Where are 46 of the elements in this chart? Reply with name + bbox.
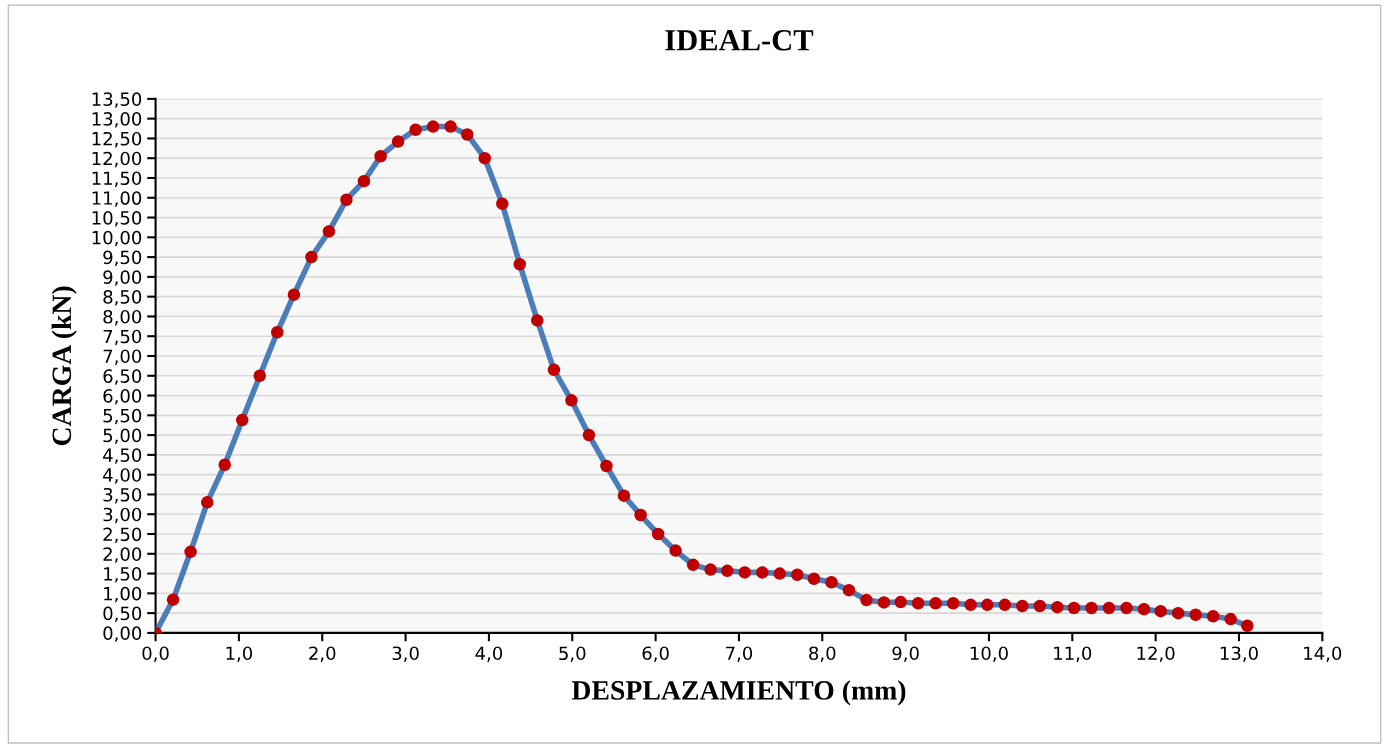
y-tick-label: 1,00: [104, 586, 142, 603]
x-tick-label: 9,0: [892, 646, 919, 662]
x-tick-label: 2,0: [309, 646, 336, 662]
x-tick-label: 8,0: [809, 646, 836, 662]
y-tick-label: 1,50: [104, 567, 142, 583]
y-tick-label: 11,50: [92, 171, 142, 187]
y-tick-label: 10,00: [92, 230, 142, 247]
y-tick-label: 0,50: [103, 606, 142, 623]
x-axis-title: DESPLAZAMIENTO (mm): [571, 680, 906, 706]
x-tick-label: 14,0: [1304, 646, 1342, 662]
y-tick-label: 4,00: [103, 468, 142, 484]
x-tick-label: 11,0: [1054, 646, 1092, 662]
y-tick-label: 8,00: [103, 309, 142, 326]
x-tick-label: 13,0: [1220, 646, 1258, 662]
y-tick-label: 11,00: [92, 191, 142, 207]
x-tick-label: 3,0: [392, 646, 419, 662]
y-tick-label: 6,00: [103, 389, 142, 405]
x-tick-label: 5,0: [559, 646, 586, 662]
x-tick-label: 12,0: [1137, 646, 1175, 662]
chart-title: IDEAL-CT: [665, 30, 814, 51]
y-tick-label: 9,00: [103, 270, 142, 286]
y-tick-label: 13,50: [92, 92, 142, 108]
y-tick-label: 5,50: [103, 408, 142, 425]
x-tick-label: 0,0: [142, 646, 169, 662]
y-axis-title: CARGA (kN): [51, 286, 77, 446]
y-tick-label: 12,00: [92, 151, 142, 168]
y-tick-label: 9,50: [103, 250, 142, 267]
y-tick-label: 10,50: [92, 211, 142, 227]
y-tick-label: 7,00: [103, 349, 142, 365]
y-tick-label: 3,00: [103, 507, 142, 524]
y-tick-label: 13,00: [92, 112, 142, 128]
x-tick-label: 7,0: [726, 646, 753, 662]
y-tick-label: 0,00: [103, 626, 142, 642]
x-tick-label: 10,0: [970, 646, 1008, 662]
x-tick-label: 6,0: [642, 646, 669, 662]
x-tick-label: 1,0: [226, 646, 253, 662]
x-tick-label: 4,0: [475, 646, 503, 662]
y-tick-label: 6,50: [103, 369, 142, 385]
y-tick-label: 12,50: [92, 131, 142, 148]
y-tick-label: 4,50: [103, 448, 142, 464]
y-tick-label: 7,50: [103, 329, 142, 346]
y-tick-label: 8,50: [103, 290, 142, 306]
y-tick-label: 5,00: [103, 428, 142, 445]
y-tick-label: 2,00: [103, 547, 142, 563]
y-tick-label: 2,50: [103, 527, 142, 543]
y-tick-label: 3,50: [103, 487, 142, 504]
